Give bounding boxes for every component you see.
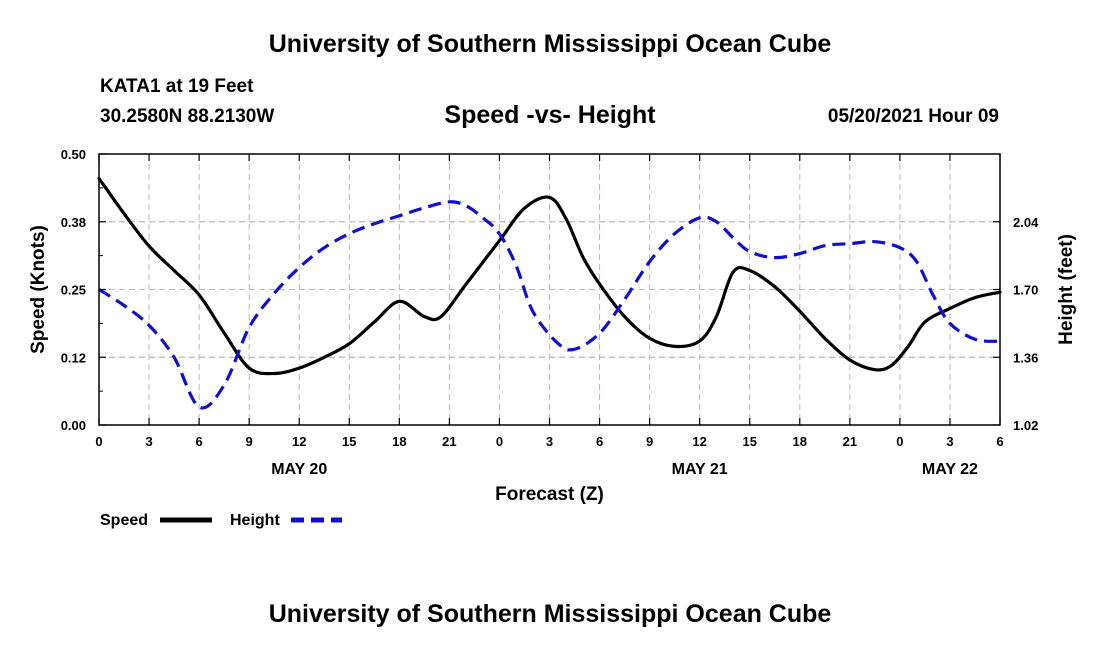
x-tick-label: 18 <box>793 434 807 449</box>
x-tick-label: 0 <box>896 434 903 449</box>
footer-title: University of Southern Mississippi Ocean… <box>268 600 832 628</box>
x-tick-label: 3 <box>946 434 953 449</box>
axes <box>98 153 1001 426</box>
y-tick-label: 0.38 <box>61 215 86 230</box>
x-tick-label: 15 <box>342 434 356 449</box>
x-tick-label: 15 <box>742 434 756 449</box>
x-tick-label: 9 <box>246 434 253 449</box>
x-tick-label: 6 <box>996 434 1003 449</box>
page-title: University of Southern Mississippi Ocean… <box>268 30 832 58</box>
y2-axis-title: Height (feet) <box>1056 234 1077 345</box>
x-tick-label: 6 <box>195 434 202 449</box>
legend-label-height: Height <box>230 512 280 529</box>
y2-tick-label: 2.04 <box>1013 215 1039 230</box>
y2-tick-label: 1.02 <box>1013 418 1038 433</box>
x-tick-label: 3 <box>145 434 152 449</box>
date-label: MAY 22 <box>922 461 978 478</box>
x-tick-label: 12 <box>292 434 306 449</box>
axis-labels: 0 3 6 9 12 15 18 21 0 3 6 9 12 15 18 21 0 3 6 0.00 0.12 0.25 0… <box>28 147 1077 505</box>
speed-series-line <box>97 176 1002 376</box>
y2-tick-label: 1.70 <box>1013 283 1038 298</box>
y-axis-title: Speed (Knots) <box>28 225 49 354</box>
x-tick-label: 0 <box>496 434 503 449</box>
legend-label-speed: Speed <box>100 512 148 529</box>
legend: Speed Height <box>100 512 342 529</box>
x-tick-label: 21 <box>442 434 456 449</box>
forecast-timestamp: 05/20/2021 Hour 09 <box>827 106 999 127</box>
y-tick-label: 0.00 <box>61 418 86 433</box>
height-series-line <box>98 200 1001 410</box>
y-tick-label: 0.25 <box>61 283 86 298</box>
x-tick-label: 6 <box>596 434 603 449</box>
x-tick-label: 9 <box>646 434 653 449</box>
x-tick-label: 0 <box>95 434 102 449</box>
series-layer <box>97 176 1002 410</box>
station-label: KATA1 at 19 Feet <box>100 76 254 97</box>
plot-frame <box>98 153 1001 426</box>
x-axis-title: Forecast (Z) <box>495 484 604 505</box>
x-tick-label: 3 <box>546 434 553 449</box>
y-tick-label: 0.50 <box>61 147 86 162</box>
station-coordinates: 30.2580N 88.2130W <box>100 106 275 127</box>
y2-tick-label: 1.36 <box>1013 350 1038 365</box>
x-tick-label: 18 <box>392 434 406 449</box>
x-tick-label: 12 <box>692 434 706 449</box>
y-tick-label: 0.12 <box>61 350 86 365</box>
x-tick-label: 21 <box>843 434 857 449</box>
date-label: MAY 20 <box>271 461 327 478</box>
grid <box>99 154 1000 425</box>
date-label: MAY 21 <box>672 461 728 478</box>
chart-title: Speed -vs- Height <box>444 101 656 129</box>
